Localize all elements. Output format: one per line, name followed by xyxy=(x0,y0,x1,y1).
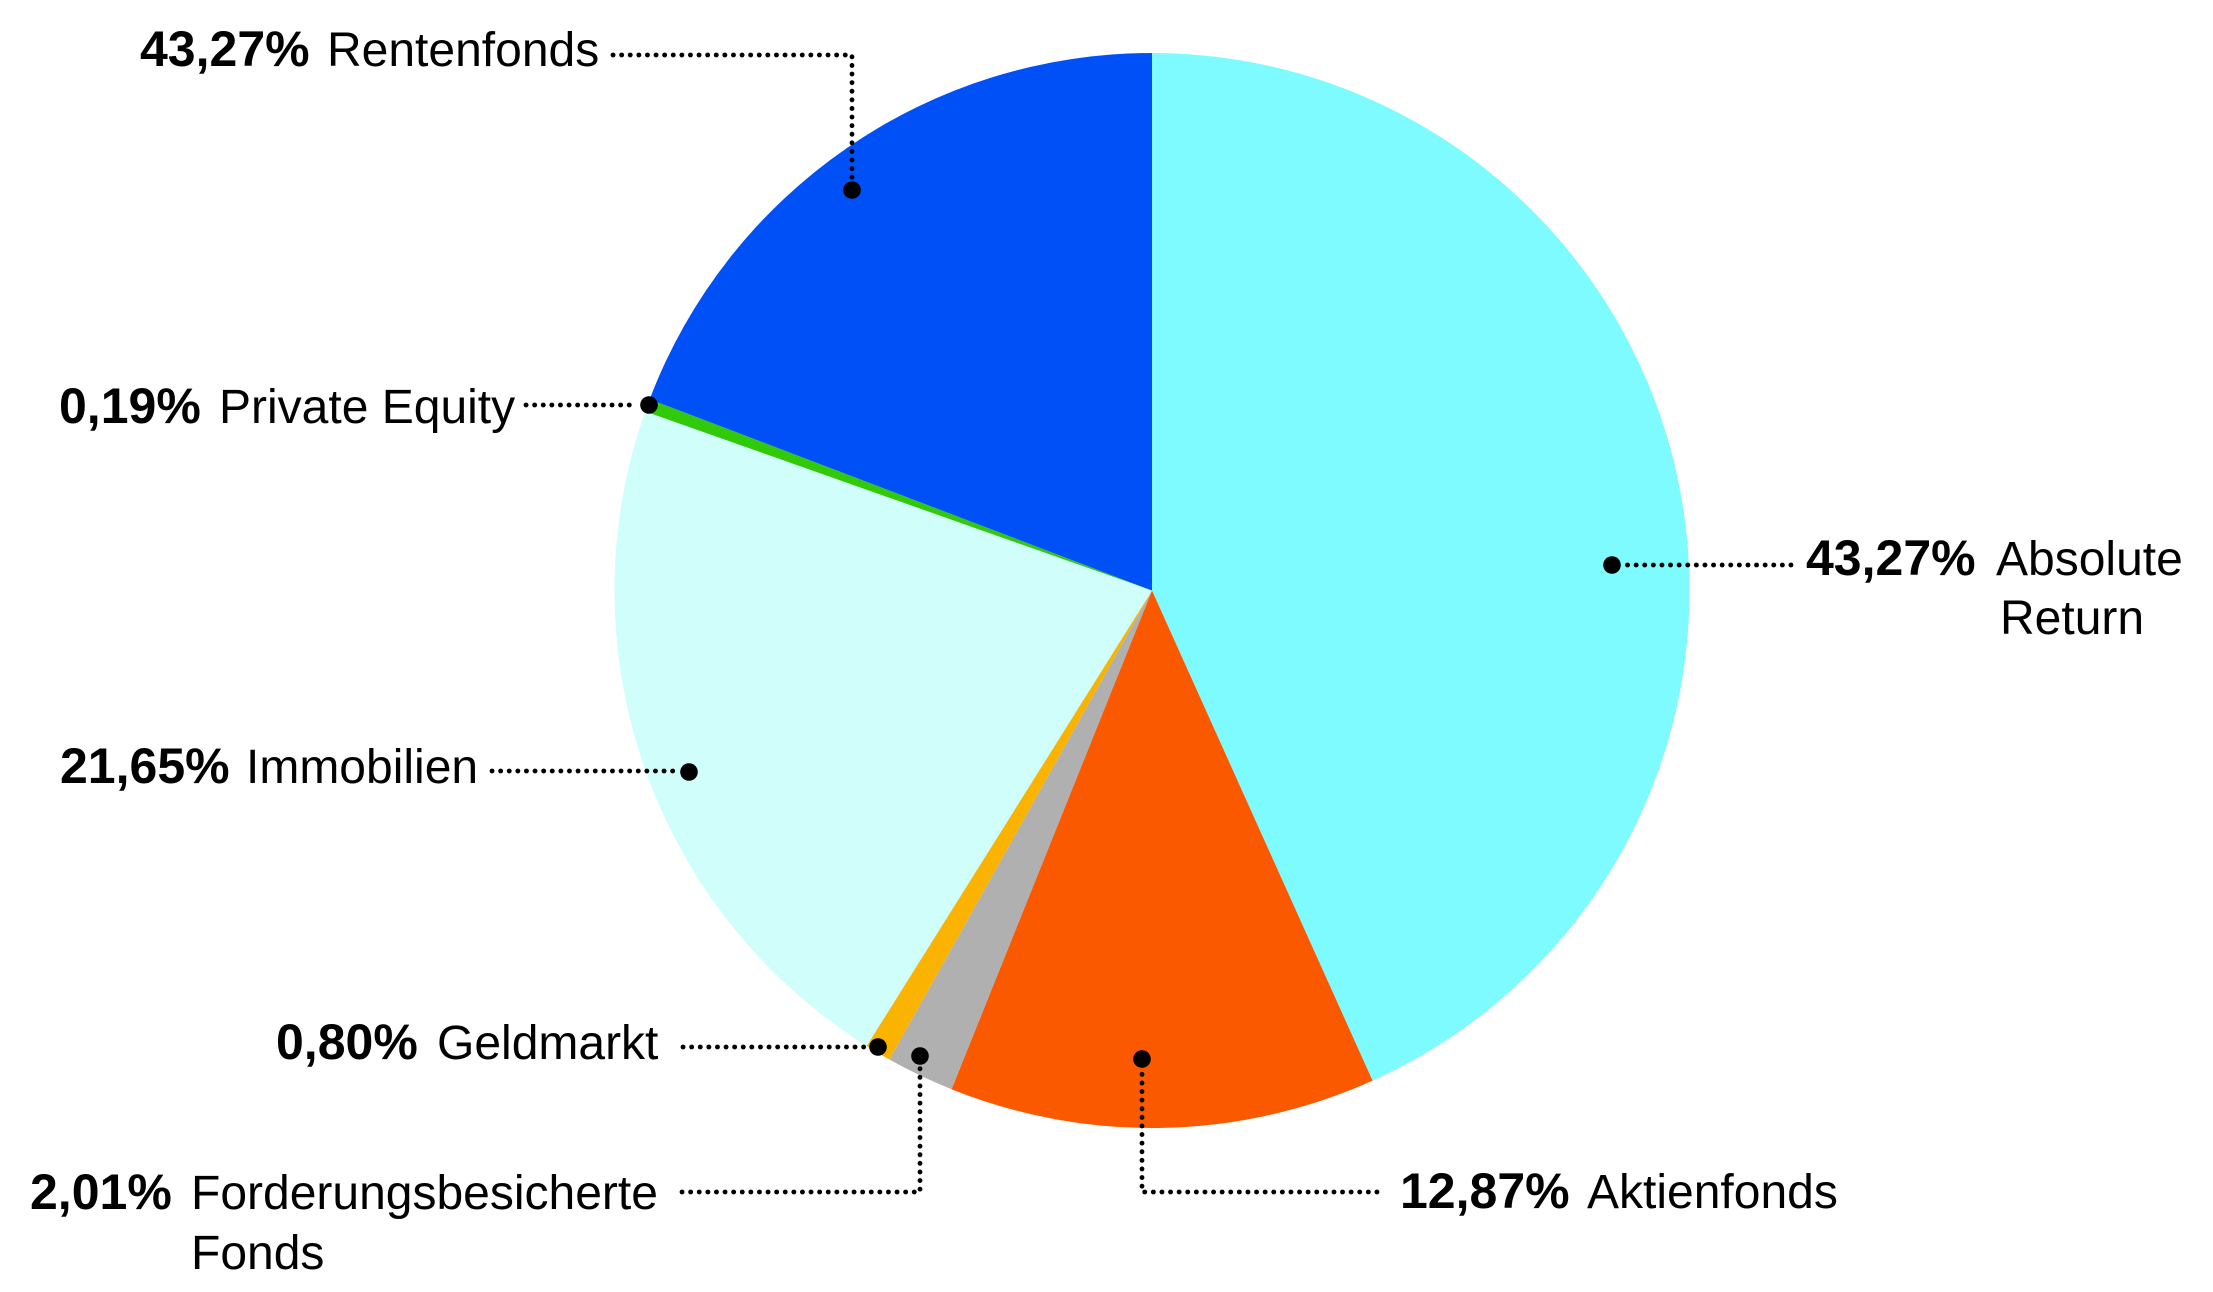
svg-text:Private Equity: Private Equity xyxy=(219,381,515,434)
svg-text:Immobilien: Immobilien xyxy=(246,741,478,794)
svg-text:2,01%: 2,01% xyxy=(30,1164,172,1220)
svg-text:12,87%: 12,87% xyxy=(1400,1163,1570,1219)
svg-text:43,27%: 43,27% xyxy=(140,21,310,77)
svg-text:Absolute: Absolute xyxy=(1996,533,2183,586)
svg-text:43,27%: 43,27% xyxy=(1806,530,1976,586)
svg-text:Fonds: Fonds xyxy=(191,1227,324,1280)
svg-text:Return: Return xyxy=(2000,592,2144,645)
svg-text:Geldmarkt: Geldmarkt xyxy=(437,1017,658,1070)
svg-text:21,65%: 21,65% xyxy=(60,738,230,794)
svg-text:Rentenfonds: Rentenfonds xyxy=(327,24,599,77)
svg-text:Aktienfonds: Aktienfonds xyxy=(1587,1166,1838,1219)
svg-text:Forderungsbesicherte: Forderungsbesicherte xyxy=(191,1167,658,1220)
svg-text:0,19%: 0,19% xyxy=(59,378,201,434)
svg-text:0,80%: 0,80% xyxy=(276,1014,418,1070)
